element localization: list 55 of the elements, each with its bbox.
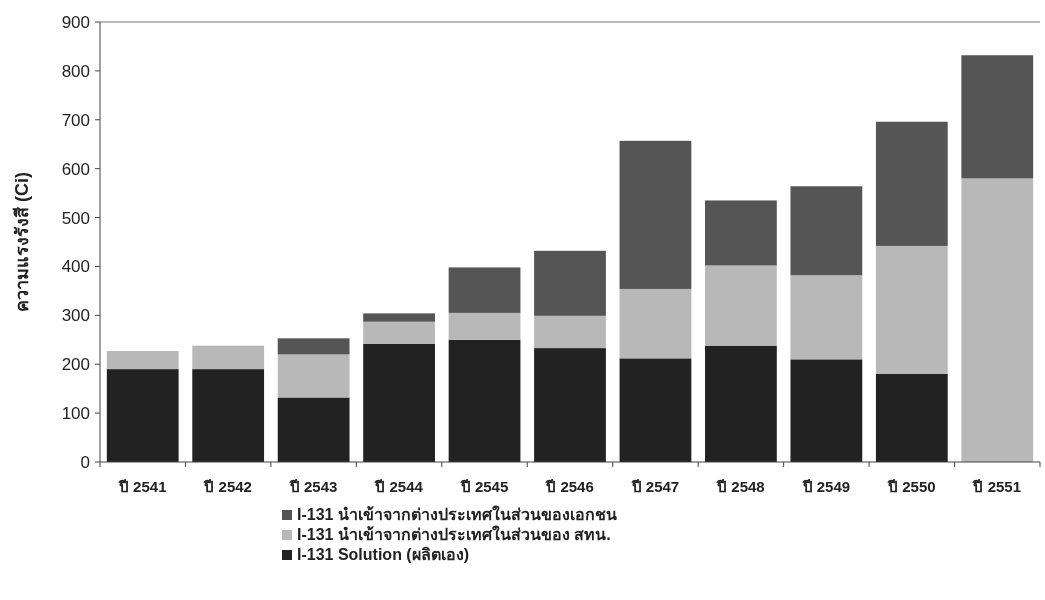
bar: [705, 200, 777, 266]
y-tick-label: 400: [61, 257, 90, 277]
y-axis-title: ความแรงรังสี (Ci): [12, 172, 32, 312]
bar: [961, 55, 1034, 179]
y-tick-label: 500: [61, 208, 90, 228]
bar: [448, 312, 521, 340]
bar: [619, 140, 692, 289]
bar: [875, 245, 948, 374]
legend-label: I-131 นำเข้าจากต่างประเทศในส่วนของเอกชน: [297, 505, 617, 523]
y-tick-label: 200: [61, 355, 90, 375]
bar: [277, 397, 350, 462]
y-tick-label: 0: [80, 453, 90, 472]
x-tick-label: ปี 2549: [801, 478, 851, 495]
bar: [790, 275, 863, 360]
x-tick-label: ปี 2541: [117, 478, 167, 495]
bar: [534, 250, 606, 316]
bar: [277, 354, 350, 398]
bar: [363, 343, 435, 462]
bar: [790, 186, 863, 276]
bar: [192, 369, 265, 462]
bar: [192, 345, 265, 370]
y-tick-label: 700: [61, 110, 90, 130]
bar: [875, 121, 948, 246]
x-tick-label: ปี 2543: [288, 478, 338, 495]
bar: [534, 315, 606, 349]
bar: [534, 348, 606, 462]
bar: [619, 358, 692, 462]
x-tick-label: ปี 2551: [972, 478, 1022, 495]
bar: [448, 267, 521, 313]
bar: [277, 338, 350, 355]
bar: [705, 345, 777, 462]
y-tick-label: 600: [61, 159, 90, 179]
x-tick-label: ปี 2542: [203, 478, 252, 495]
x-tick-label: ปี 2547: [630, 478, 680, 495]
y-tick-label: 300: [61, 306, 90, 326]
bar: [363, 313, 435, 322]
bar: [790, 359, 863, 462]
x-tick-label: ปี 2544: [374, 478, 424, 495]
bar: [363, 321, 435, 344]
x-tick-label: ปี 2550: [887, 478, 936, 495]
y-tick-label: 900: [61, 13, 90, 32]
y-tick-label: 800: [61, 61, 90, 81]
bar: [961, 178, 1034, 462]
bar: [619, 288, 692, 359]
bar: [106, 351, 179, 370]
x-tick-label: ปี 2545: [459, 478, 509, 495]
bar: [448, 339, 521, 462]
y-tick-label: 100: [61, 404, 90, 424]
bar: [875, 374, 948, 462]
legend-label: I-131 นำเข้าจากต่างประเทศในส่วนของ สทน.: [297, 525, 611, 543]
x-tick-label: ปี 2548: [716, 478, 765, 495]
bar: [705, 265, 777, 346]
x-tick-label: ปี 2546: [545, 478, 594, 495]
bar: [106, 369, 179, 462]
legend-label: I-131 Solution (ผลิตเอง): [297, 546, 469, 563]
